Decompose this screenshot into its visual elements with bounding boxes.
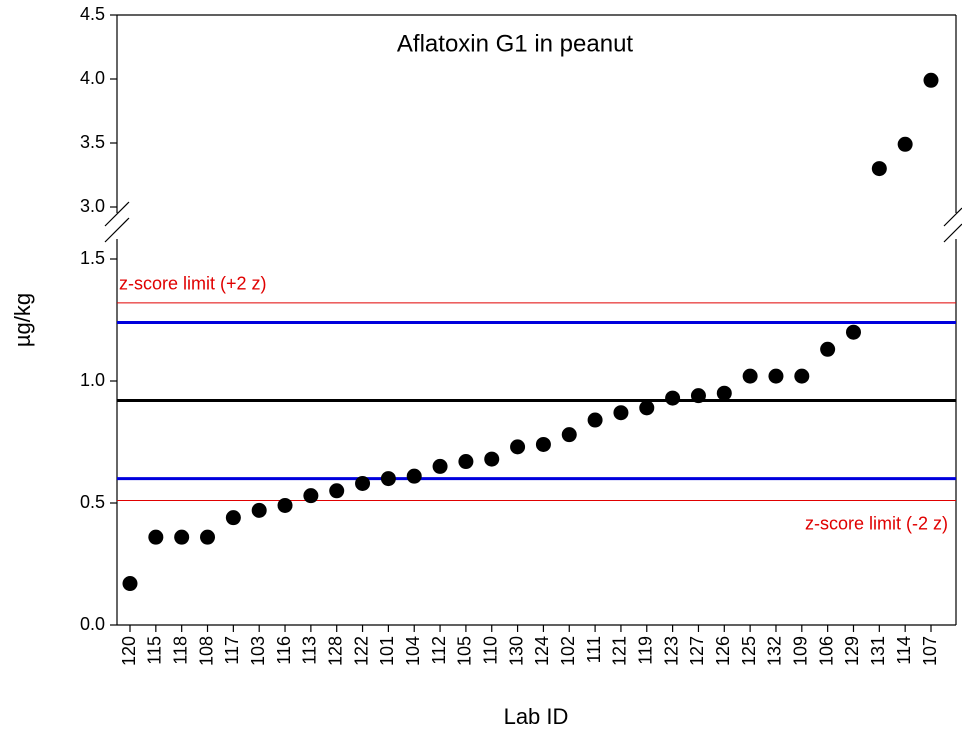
- data-point: [561, 427, 577, 443]
- x-tick-label: 114: [894, 636, 914, 665]
- data-point: [148, 529, 164, 545]
- x-tick-label: 109: [791, 636, 811, 666]
- x-tick-label: 115: [145, 636, 165, 665]
- axis-break: [943, 223, 962, 243]
- data-point: [406, 468, 422, 484]
- x-tick-label: 130: [506, 636, 526, 666]
- x-tick-label: 106: [816, 636, 836, 666]
- x-tick-label: 117: [222, 636, 242, 665]
- data-point: [897, 136, 913, 152]
- y-tick-label: 0.5: [80, 492, 105, 512]
- data-point: [510, 439, 526, 455]
- data-point: [690, 388, 706, 404]
- data-point: [122, 576, 138, 592]
- y-tick-label: 1.5: [80, 248, 105, 268]
- x-tick-label: 128: [325, 636, 345, 666]
- data-point: [432, 458, 448, 474]
- y-axis-label: µg/kg: [10, 293, 35, 347]
- x-tick-label: 101: [377, 636, 397, 666]
- x-tick-label: 107: [920, 636, 940, 666]
- x-tick-label: 121: [610, 636, 630, 666]
- data-point: [251, 502, 267, 518]
- x-tick-label: 120: [119, 636, 139, 666]
- data-point: [587, 412, 603, 428]
- x-tick-label: 110: [480, 636, 500, 665]
- y-tick-label: 0.0: [80, 614, 105, 634]
- data-point: [303, 488, 319, 504]
- data-point: [355, 475, 371, 491]
- x-tick-label: 131: [868, 636, 888, 666]
- x-tick-label: 125: [739, 636, 759, 666]
- x-tick-label: 118: [170, 636, 190, 665]
- data-point: [716, 385, 732, 401]
- x-tick-label: 105: [455, 636, 475, 666]
- reference-label: z-score limit (+2 z): [119, 274, 267, 294]
- x-tick-label: 126: [713, 636, 733, 666]
- y-tick-label: 4.5: [80, 4, 105, 24]
- x-tick-label: 112: [429, 636, 449, 665]
- x-tick-label: 127: [687, 636, 707, 666]
- y-tick-label: 3.5: [80, 132, 105, 152]
- y-tick-label: 3.0: [80, 196, 105, 216]
- data-point: [613, 405, 629, 421]
- x-tick-label: 124: [532, 636, 552, 666]
- data-point: [923, 72, 939, 88]
- x-tick-label: 108: [196, 636, 216, 666]
- y-tick-label: 4.0: [80, 68, 105, 88]
- x-tick-label: 104: [403, 636, 423, 666]
- x-tick-label: 103: [248, 636, 268, 666]
- x-tick-label: 111: [584, 636, 604, 663]
- data-point: [458, 454, 474, 470]
- data-point: [174, 529, 190, 545]
- data-point: [535, 436, 551, 452]
- data-point: [200, 529, 216, 545]
- y-tick-label: 1.0: [80, 370, 105, 390]
- x-tick-label: 132: [765, 636, 785, 666]
- data-point: [665, 390, 681, 406]
- data-point: [871, 161, 887, 177]
- data-point: [639, 400, 655, 416]
- x-tick-label: 113: [300, 636, 320, 665]
- x-tick-label: 119: [636, 636, 656, 665]
- axis-break: [943, 207, 962, 227]
- x-tick-label: 116: [274, 636, 294, 665]
- data-point: [225, 510, 241, 526]
- data-point: [794, 368, 810, 384]
- x-tick-label: 129: [842, 636, 862, 666]
- data-point: [742, 368, 758, 384]
- data-point: [820, 341, 836, 357]
- data-point: [277, 497, 293, 513]
- data-point: [768, 368, 784, 384]
- axis-break: [104, 201, 130, 227]
- x-tick-label: 102: [558, 636, 578, 666]
- data-point: [845, 324, 861, 340]
- data-point: [484, 451, 500, 467]
- axis-break: [104, 217, 130, 243]
- data-point: [380, 471, 396, 487]
- x-tick-label: 122: [351, 636, 371, 666]
- x-axis-label: Lab ID: [504, 704, 569, 729]
- chart-title: Aflatoxin G1 in peanut: [397, 30, 633, 57]
- reference-label: z-score limit (-2 z): [805, 513, 948, 533]
- data-point: [329, 483, 345, 499]
- x-tick-label: 123: [661, 636, 681, 666]
